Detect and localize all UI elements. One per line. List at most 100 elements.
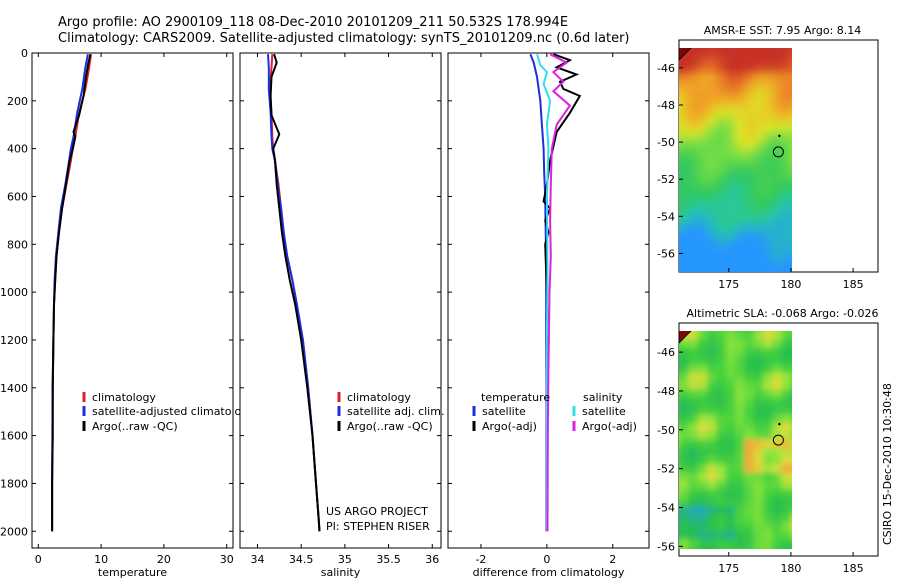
- field-cell: [697, 189, 708, 199]
- field-cell: [679, 364, 680, 374]
- field-cell: [753, 464, 764, 474]
- field-cell: [735, 106, 746, 116]
- field-cell: [679, 522, 680, 532]
- field-cell: [697, 214, 708, 224]
- field-cell: [716, 106, 727, 116]
- field-cell: [735, 422, 746, 433]
- field-cell: [735, 506, 746, 516]
- field-cell: [697, 172, 708, 182]
- field-cell: [697, 131, 708, 141]
- field-cell: [790, 156, 792, 166]
- field-cell: [753, 205, 764, 215]
- field-cell: [716, 506, 727, 516]
- field-cell: [716, 189, 727, 199]
- field-cell: [716, 172, 727, 182]
- field-cell: [772, 238, 783, 249]
- field-cell: [697, 73, 708, 83]
- y-tick-label: -48: [657, 99, 675, 112]
- field-cell: [725, 73, 736, 83]
- field-cell: [763, 164, 774, 174]
- field-cell: [781, 64, 792, 75]
- field-cell: [753, 139, 764, 149]
- field-cell: [679, 464, 690, 474]
- field-cell: [716, 514, 727, 524]
- field-cell: [725, 205, 736, 215]
- field-cell: [697, 48, 708, 58]
- field-cell: [679, 230, 680, 240]
- field-cell: [679, 263, 690, 272]
- field-cell: [772, 189, 783, 199]
- field-cell: [781, 81, 792, 91]
- field-cell: [679, 122, 690, 133]
- field-cell: [753, 247, 764, 257]
- field-cell: [688, 122, 699, 133]
- field-cell: [763, 556, 773, 565]
- y-tick-label: -46: [657, 62, 675, 75]
- field-cell: [744, 356, 755, 366]
- sla-field-cells: [679, 331, 792, 565]
- field-cell: [697, 481, 708, 491]
- field-cell: [707, 364, 718, 374]
- field-cell: [679, 406, 680, 416]
- field-cell: [763, 106, 774, 116]
- field-cell: [781, 114, 792, 124]
- field-cell: [697, 447, 708, 458]
- field-cell: [688, 106, 699, 116]
- field-cell: [753, 56, 764, 66]
- field-cell: [679, 147, 690, 157]
- field-cell: [753, 506, 764, 516]
- field-cell: [772, 180, 783, 191]
- x-tick-label: 185: [843, 562, 864, 575]
- y-tick-label: 1400: [0, 382, 28, 395]
- field-cell: [688, 547, 699, 549]
- field-cell: [679, 531, 680, 541]
- field-cell: [753, 122, 764, 133]
- x-tick-label: 175: [718, 562, 739, 575]
- field-cell: [679, 489, 680, 499]
- field-cell: [744, 489, 755, 499]
- field-cell: [707, 98, 718, 108]
- field-cell: [790, 397, 792, 408]
- field-cell: [763, 397, 774, 408]
- field-cell: [744, 406, 755, 416]
- field-cell: [707, 556, 717, 565]
- field-cell: [688, 456, 699, 466]
- field-cell: [744, 89, 755, 99]
- field-cell: [781, 406, 792, 416]
- field-cell: [763, 339, 774, 349]
- field-cell: [763, 98, 774, 108]
- field-cell: [679, 197, 680, 207]
- field-cell: [707, 331, 718, 341]
- field-cell: [753, 472, 764, 483]
- field-cell: [725, 431, 736, 441]
- field-cell: [707, 64, 718, 75]
- field-cell: [679, 447, 680, 458]
- field-cell: [679, 431, 690, 441]
- field-cell: [716, 214, 727, 224]
- field-cell: [763, 372, 774, 383]
- field-cell: [707, 214, 718, 224]
- field-cell: [772, 397, 783, 408]
- field-cell: [790, 56, 792, 66]
- x-tick-label: 34.5: [289, 553, 314, 566]
- field-cell: [679, 247, 690, 257]
- field-cell: [781, 381, 792, 391]
- field-cell: [763, 514, 774, 524]
- field-cell: [790, 139, 792, 149]
- field-cell: [679, 139, 690, 149]
- field-cell: [688, 131, 699, 141]
- temperature-panel: 0 10 20 30 0 200 400 600 800 1000 1200 1400 1600 1800…: [0, 47, 255, 579]
- series-salinity-satellite: [536, 53, 552, 532]
- y-tick-label: 1000: [0, 286, 28, 299]
- field-cell: [698, 556, 708, 565]
- field-cell: [688, 431, 699, 441]
- field-cell: [735, 372, 746, 383]
- field-cell: [697, 114, 708, 124]
- field-cell: [790, 356, 792, 366]
- field-cell: [763, 472, 774, 483]
- sst-field-cells: [679, 48, 792, 272]
- field-cell: [679, 114, 690, 124]
- sla-map-panel: 175 180 185 -46 -48 -50 -52 -54 -56 Altimetric SL…: [657, 307, 879, 575]
- x-tick-label: 34: [250, 553, 264, 566]
- field-cell: [725, 147, 736, 157]
